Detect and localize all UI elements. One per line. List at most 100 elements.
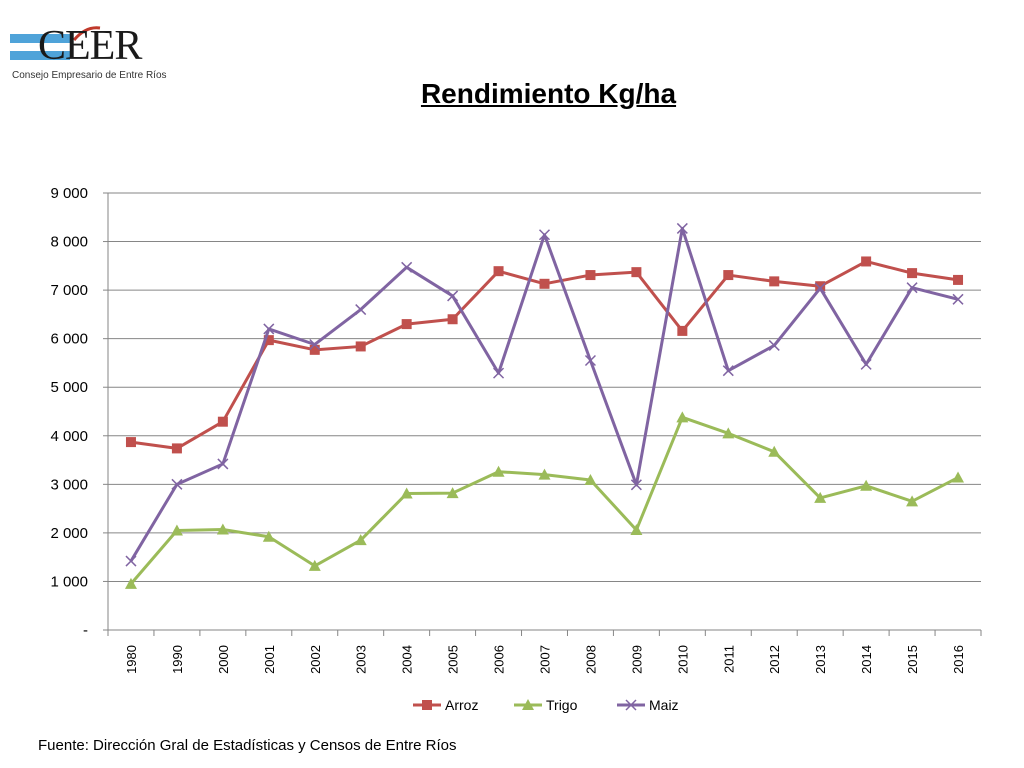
x-tick-label: 2012 — [767, 645, 782, 674]
logo: CEER Consejo Empresario de Entre Ríos — [10, 23, 167, 86]
data-point-trigo — [630, 523, 643, 535]
x-tick-label: 2001 — [262, 645, 277, 674]
x-tick-label: 2014 — [859, 645, 874, 674]
x-tick-label: 2002 — [308, 645, 323, 674]
data-point-maiz — [860, 358, 872, 370]
data-point-maiz — [906, 282, 918, 294]
x-tick-label: 2004 — [400, 645, 415, 674]
data-point-trigo — [584, 473, 597, 485]
series-line-trigo — [129, 415, 959, 585]
data-point-arroz — [631, 267, 642, 278]
data-point-maiz — [217, 458, 229, 470]
legend-label-arroz: Arroz — [445, 697, 478, 713]
data-point-trigo — [860, 479, 873, 491]
data-point-maiz — [814, 282, 826, 294]
data-point-arroz — [447, 314, 458, 325]
legend: Arroz Trigo Maiz — [413, 697, 679, 713]
data-point-arroz — [125, 437, 136, 448]
series-trigo — [124, 411, 965, 589]
y-tick-label: 7 000 — [50, 282, 88, 299]
x-tick-label: 2008 — [583, 645, 598, 674]
data-point-arroz — [309, 344, 320, 355]
y-tick-label: 2 000 — [50, 525, 88, 542]
data-point-arroz — [907, 268, 918, 279]
legend-label-trigo: Trigo — [546, 697, 578, 713]
data-point-arroz — [263, 335, 274, 346]
data-point-trigo — [952, 471, 965, 483]
data-point-trigo — [400, 487, 413, 499]
data-point-maiz — [630, 479, 642, 491]
y-tick-label: 6 000 — [50, 331, 88, 348]
data-point-arroz — [953, 274, 964, 285]
data-point-trigo — [538, 468, 551, 480]
chart-title: Rendimiento Kg/ha — [420, 78, 677, 109]
data-point-maiz — [171, 478, 183, 490]
data-point-trigo — [262, 530, 275, 542]
x-tick-label: 2015 — [905, 645, 920, 674]
y-tick-label: 3 000 — [50, 476, 88, 493]
y-tick-label: 1 000 — [50, 573, 88, 590]
data-point-maiz — [768, 339, 780, 351]
legend-label-maiz: Maiz — [649, 697, 679, 713]
x-tick-label: 2009 — [629, 645, 644, 674]
y-tick-label: 9 000 — [50, 185, 88, 202]
x-tick-label: 2003 — [354, 645, 369, 674]
logo-subtitle: Consejo Empresario de Entre Ríos — [12, 70, 167, 81]
data-point-maiz — [447, 290, 459, 302]
legend-marker-maiz — [625, 699, 637, 711]
data-point-trigo — [814, 491, 827, 503]
logo-text: CEER — [38, 23, 142, 69]
data-point-arroz — [769, 276, 780, 287]
data-point-arroz — [217, 416, 228, 427]
data-point-maiz — [676, 222, 688, 234]
data-point-maiz — [309, 338, 321, 351]
logo-flag-icon — [10, 34, 70, 60]
y-tick-label: - — [83, 622, 88, 639]
y-tick-label: 8 000 — [50, 234, 88, 251]
x-tick-label: 2010 — [675, 645, 690, 674]
x-tick-label: 2016 — [951, 645, 966, 674]
data-point-trigo — [492, 465, 505, 477]
data-point-maiz — [538, 229, 551, 241]
data-point-maiz — [952, 293, 964, 305]
data-point-trigo — [768, 445, 781, 457]
chart-title-container: Rendimiento Kg/ha — [0, 78, 1024, 110]
data-point-trigo — [906, 495, 919, 507]
data-point-maiz — [401, 261, 413, 273]
x-tick-label: 1980 — [124, 645, 139, 674]
legend-marker-trigo — [522, 699, 534, 710]
source-note: Fuente: Dirección Gral de Estadísticas y… — [38, 737, 457, 754]
data-point-arroz — [677, 325, 688, 336]
grid-layer — [108, 192, 981, 582]
line-chart: - 1 000 2 000 3 000 4 000 5 000 6 000 7 000 8 00… — [50, 185, 982, 713]
series-maiz — [125, 222, 964, 567]
data-point-arroz — [861, 256, 872, 267]
legend-marker-arroz — [422, 700, 432, 710]
data-point-maiz — [722, 365, 734, 377]
data-point-arroz — [401, 319, 412, 330]
axis-layer: - 1 000 2 000 3 000 4 000 5 000 6 000 7 000 8 00… — [50, 185, 982, 674]
x-tick-label: 2011 — [721, 645, 736, 673]
data-point-arroz — [493, 266, 504, 277]
x-tick-label: 2006 — [492, 645, 507, 674]
data-point-maiz — [125, 555, 137, 567]
data-point-trigo — [446, 487, 459, 499]
x-tick-label: 2000 — [216, 645, 231, 674]
data-point-arroz — [355, 341, 366, 352]
data-point-trigo — [308, 559, 321, 571]
data-point-maiz — [493, 367, 505, 379]
data-point-trigo — [216, 523, 229, 535]
y-tick-label: 5 000 — [50, 379, 88, 396]
data-point-arroz — [585, 270, 596, 281]
data-point-maiz — [355, 304, 367, 316]
data-point-trigo — [676, 411, 689, 423]
logo-swoosh-icon — [72, 26, 101, 41]
data-point-maiz — [584, 354, 596, 367]
data-point-arroz — [815, 281, 826, 292]
x-tick-label: 2007 — [538, 645, 553, 674]
series-line-arroz — [130, 259, 959, 450]
data-point-trigo — [170, 524, 183, 536]
data-point-trigo — [124, 577, 137, 589]
data-point-arroz — [539, 278, 550, 289]
x-tick-label: 2013 — [813, 645, 828, 674]
